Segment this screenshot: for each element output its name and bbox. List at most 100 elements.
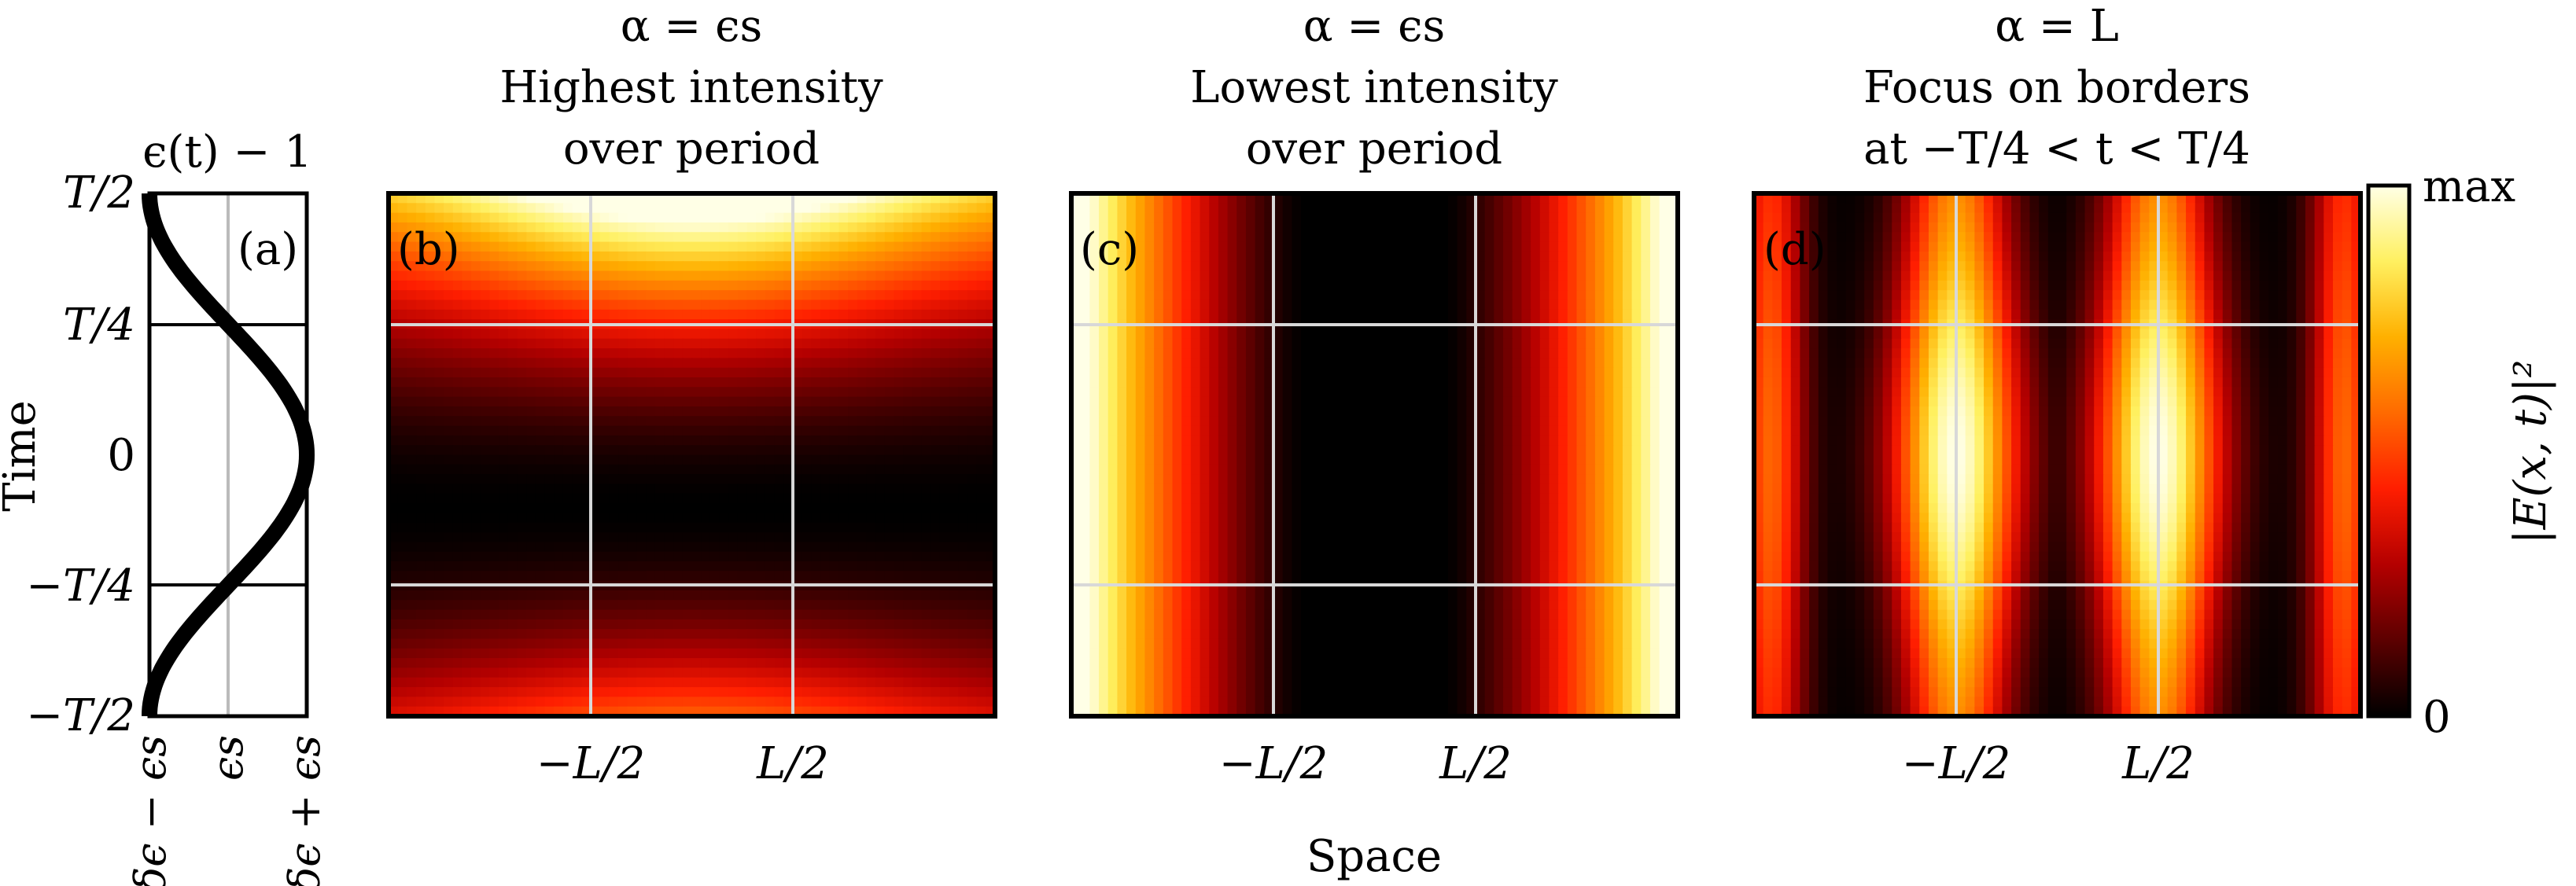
- heatmap-cell: [407, 648, 417, 659]
- heatmap-cell: [618, 203, 628, 214]
- heatmap-cell: [462, 270, 472, 281]
- heatmap-cell: [646, 513, 656, 524]
- heatmap-cell: [489, 638, 499, 649]
- heatmap-cell: [407, 483, 417, 494]
- heatmap-cell: [1594, 358, 1605, 369]
- heatmap-cell: [591, 358, 601, 369]
- heatmap-cell: [618, 280, 628, 291]
- heatmap-cell: [1457, 338, 1468, 349]
- heatmap-cell: [1200, 290, 1211, 301]
- heatmap-cell: [939, 300, 950, 311]
- heatmap-cell: [554, 706, 564, 716]
- heatmap-cell: [912, 241, 923, 252]
- heatmap-cell: [820, 367, 831, 378]
- heatmap-cell: [1209, 358, 1219, 369]
- heatmap-cell: [820, 483, 831, 494]
- heatmap-cell: [1255, 348, 1266, 359]
- heatmap-cell: [1319, 261, 1329, 272]
- heatmap-cell: [958, 309, 968, 320]
- heatmap-cell: [1255, 309, 1266, 320]
- heatmap-cell: [507, 193, 518, 204]
- heatmap-cell: [471, 493, 481, 504]
- heatmap-cell: [728, 474, 739, 485]
- heatmap-cell: [1457, 377, 1468, 388]
- heatmap-cell: [1494, 280, 1504, 291]
- heatmap-cell: [1163, 193, 1174, 204]
- heatmap-cell: [480, 203, 491, 214]
- heatmap-cell: [746, 600, 757, 611]
- heatmap-cell: [1521, 251, 1531, 262]
- heatmap-cell: [673, 193, 684, 204]
- heatmap-cell: [599, 396, 610, 407]
- heatmap-cell: [719, 261, 730, 272]
- heatmap-cell: [1172, 396, 1182, 407]
- heatmap-cell: [1154, 358, 1164, 369]
- heatmap-cell: [526, 203, 536, 214]
- heatmap-cell: [535, 454, 546, 465]
- heatmap-cell: [1089, 261, 1100, 272]
- heatmap-cell: [618, 677, 628, 688]
- heatmap-cell: [1512, 212, 1523, 223]
- heatmap-cell: [1356, 232, 1366, 243]
- heatmap-cell: [471, 551, 481, 562]
- heatmap-cell: [646, 193, 656, 204]
- heatmap-cell: [737, 358, 748, 369]
- heatmap-cell: [554, 425, 564, 436]
- heatmap-cell: [1576, 212, 1587, 223]
- heatmap-cell: [783, 600, 794, 611]
- heatmap-cell: [820, 348, 831, 359]
- heatmap-cell: [709, 329, 720, 340]
- heatmap-cell: [912, 309, 923, 320]
- heatmap-cell: [1484, 251, 1495, 262]
- heatmap-cell: [654, 600, 665, 611]
- heatmap-cell: [1411, 222, 1421, 233]
- heatmap-cell: [499, 367, 509, 378]
- heatmap-cell: [397, 590, 408, 601]
- heatmap-cell: [912, 348, 923, 359]
- heatmap-cell: [1310, 309, 1321, 320]
- heatmap-cell: [397, 416, 408, 427]
- heatmap-cell: [903, 193, 913, 204]
- heatmap-cell: [1080, 338, 1091, 349]
- heatmap-cell: [894, 241, 904, 252]
- heatmap-cell: [591, 483, 601, 494]
- heatmap-cell: [609, 658, 619, 669]
- heatmap-cell: [682, 290, 693, 301]
- heatmap-cell: [499, 687, 509, 698]
- heatmap-cell: [691, 396, 702, 407]
- heatmap-cell: [1245, 241, 1256, 252]
- heatmap-cell: [434, 203, 444, 214]
- heatmap-cell: [746, 445, 757, 456]
- heatmap-cell: [489, 261, 499, 272]
- heatmap-cell: [599, 658, 610, 669]
- heatmap-cell: [1429, 270, 1440, 281]
- heatmap-cell: [884, 522, 895, 533]
- heatmap-cell: [682, 416, 693, 427]
- heatmap-cell: [1319, 367, 1329, 378]
- heatmap-cell: [517, 638, 528, 649]
- heatmap-cell: [535, 629, 546, 640]
- heatmap-cell: [1117, 387, 1127, 398]
- heatmap-cell: [1384, 232, 1394, 243]
- heatmap-cell: [562, 609, 573, 620]
- heatmap-cell: [857, 561, 868, 572]
- heatmap-cell: [425, 687, 436, 698]
- heatmap-cell: [1365, 338, 1376, 349]
- heatmap-cell: [654, 193, 665, 204]
- heatmap-cell: [875, 464, 886, 475]
- heatmap-cell: [407, 629, 417, 640]
- heatmap-cell: [591, 629, 601, 640]
- heatmap-cell: [654, 300, 665, 311]
- heatmap-cell: [489, 474, 499, 485]
- heatmap-cell: [1365, 251, 1376, 262]
- heatmap-cell: [609, 222, 619, 233]
- heatmap-cell: [884, 638, 895, 649]
- heatmap-cell: [682, 542, 693, 553]
- heatmap-cell: [701, 406, 711, 417]
- heatmap-cell: [654, 348, 665, 359]
- heatmap-cell: [389, 464, 399, 475]
- heatmap-cell: [682, 338, 693, 349]
- heatmap-cell: [425, 483, 436, 494]
- heatmap-cell: [783, 513, 794, 524]
- heatmap-cell: [1107, 222, 1118, 233]
